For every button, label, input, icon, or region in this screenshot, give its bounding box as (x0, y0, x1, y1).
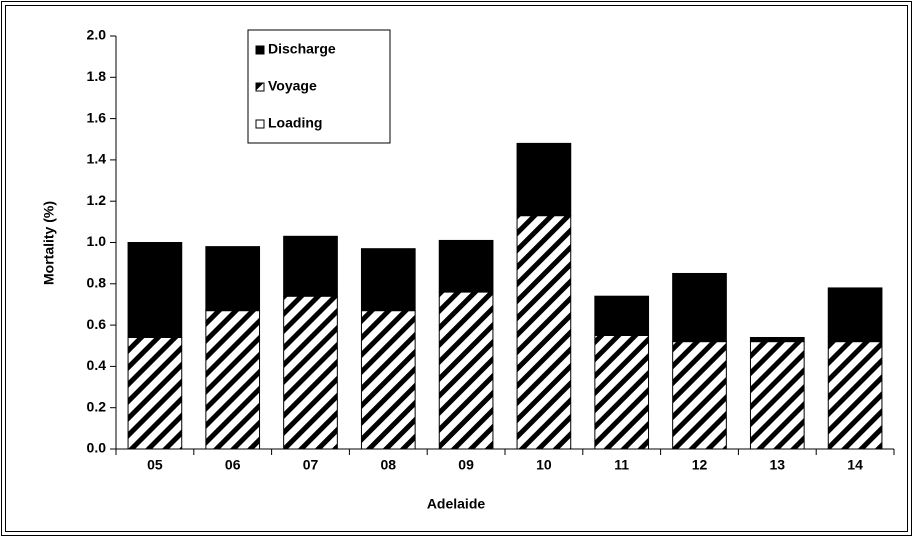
legend-swatch (255, 82, 265, 92)
bar-segment (205, 246, 261, 312)
x-axis-title: Adelaide (427, 496, 486, 512)
bar-segment (438, 291, 494, 450)
y-tick-label: 0.6 (87, 316, 107, 332)
bar-segment (672, 341, 727, 450)
x-tick-label: 09 (458, 457, 474, 473)
bar-segment (594, 334, 650, 450)
bar-segment (127, 242, 183, 338)
bar-segment (749, 341, 805, 450)
legend-label: Discharge (268, 41, 336, 57)
inner-frame (5, 5, 908, 532)
x-tick-label: 06 (225, 457, 241, 473)
y-tick-label: 0.2 (87, 398, 107, 414)
y-tick-label: 1.8 (87, 68, 107, 84)
bar-segment (127, 336, 183, 450)
bar-segment (827, 341, 883, 450)
x-tick-label: 12 (692, 457, 708, 473)
bar-segment (672, 272, 727, 343)
x-tick-label: 13 (770, 457, 786, 473)
y-tick-label: 1.6 (87, 109, 107, 125)
bar-segment (827, 287, 883, 343)
y-tick-label: 0.4 (87, 357, 107, 373)
bar-segment (594, 295, 650, 336)
y-tick-label: 0.0 (87, 440, 107, 456)
bar-segment (516, 215, 572, 450)
x-tick-label: 14 (847, 457, 863, 473)
y-tick-label: 1.0 (87, 233, 107, 249)
y-tick-label: 0.8 (87, 275, 107, 291)
bar-segment (283, 235, 338, 297)
bar-segment (749, 336, 805, 343)
x-tick-label: 05 (147, 457, 163, 473)
x-tick-label: 10 (536, 457, 552, 473)
x-tick-label: 08 (381, 457, 397, 473)
bar-segment (438, 239, 494, 293)
x-tick-label: 07 (303, 457, 319, 473)
bar-segment (360, 310, 416, 450)
y-tick-label: 2.0 (87, 27, 107, 43)
legend-swatch (255, 119, 265, 129)
legend-label: Loading (268, 115, 322, 131)
y-tick-label: 1.4 (87, 151, 107, 167)
y-tick-label: 1.2 (87, 192, 107, 208)
legend-box (247, 29, 391, 144)
y-axis-title: Mortality (%) (41, 201, 57, 285)
bar-segment (516, 142, 572, 217)
bar-segment (283, 295, 338, 450)
legend-label: Voyage (268, 78, 317, 94)
bar-segment (360, 248, 416, 312)
x-tick-label: 11 (614, 457, 629, 473)
legend-swatch (255, 45, 265, 55)
bar-segment (205, 310, 261, 450)
